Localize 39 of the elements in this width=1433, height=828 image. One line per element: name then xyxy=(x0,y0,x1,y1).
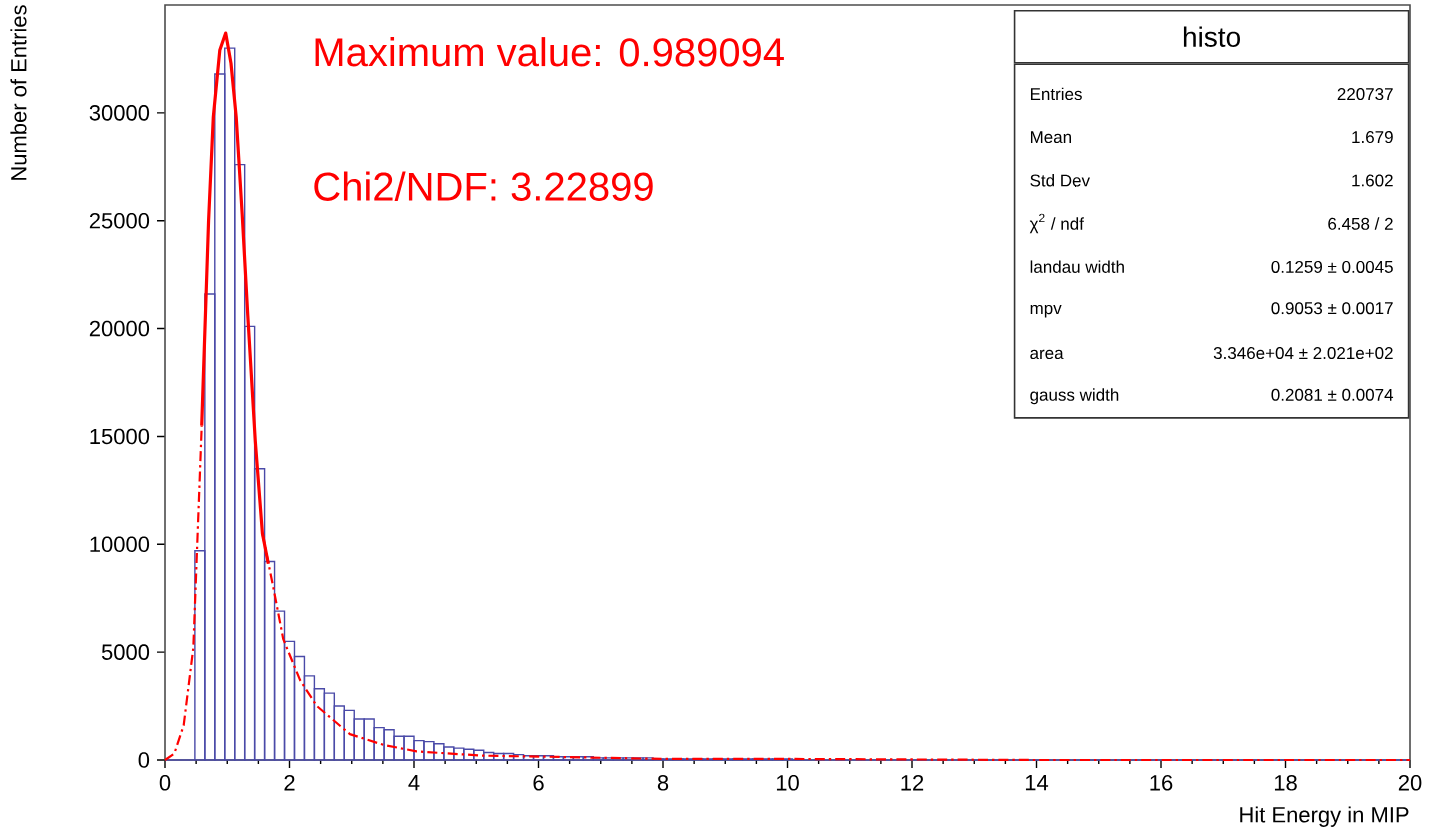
x-tick-label: 16 xyxy=(1150,775,1173,791)
annotation: 0.2081 ± 0.0074 xyxy=(1271,388,1394,401)
x-tick-label: 10 xyxy=(776,775,799,791)
annotation: Maximum value: 0.989094 xyxy=(315,37,784,67)
annotation: gauss width xyxy=(1030,388,1119,405)
annotation: landau width xyxy=(1030,260,1124,273)
y-tick-label: 5000 xyxy=(101,644,150,660)
annotation: Entries xyxy=(1030,87,1082,101)
y-tick-label: 30000 xyxy=(89,105,150,121)
annotation: 220737 xyxy=(1337,88,1393,101)
x-tick-label: 4 xyxy=(408,775,420,791)
y-tick-label: 15000 xyxy=(90,428,150,445)
x-axis-title: Hit Energy in MIP xyxy=(1240,806,1409,827)
annotation: 1.602 xyxy=(1352,174,1393,187)
annotation: histo xyxy=(1183,26,1240,47)
x-tick-label: 18 xyxy=(1274,775,1297,791)
annotation: Chi2/NDF: 3.22899 xyxy=(314,171,653,201)
annotation: 3.346e+04 ± 2.021e+02 xyxy=(1213,347,1393,360)
annotation: 0.1259 ± 0.0045 xyxy=(1271,260,1393,273)
x-tick-label: 6 xyxy=(533,775,544,791)
x-tick-label: 12 xyxy=(901,775,924,791)
x-tick-label: 8 xyxy=(657,775,669,791)
annotation: 0.9053 ± 0.0017 xyxy=(1271,302,1393,315)
y-axis-title: Number of Entries xyxy=(10,5,27,180)
x-tick-label: 20 xyxy=(1398,775,1422,791)
y-tick-label: 10000 xyxy=(90,536,150,553)
x-tick-label: 14 xyxy=(1025,775,1049,791)
annotation: area xyxy=(1030,349,1064,360)
annotation: mpv xyxy=(1030,304,1062,318)
y-tick-label: 25000 xyxy=(89,212,150,229)
annotation: 6.458 / 2 xyxy=(1328,217,1393,230)
annotation: 1.679 xyxy=(1352,131,1393,144)
x-tick-label: 2 xyxy=(284,775,295,791)
y-tick-label: 20000 xyxy=(89,320,150,337)
y-tick-label: 0 xyxy=(138,752,150,768)
annotation: Mean xyxy=(1030,131,1071,144)
x-tick-label: 0 xyxy=(159,775,171,791)
annotation: χ$^{2}$ / ndf xyxy=(1029,213,1084,234)
annotation: Std Dev xyxy=(1030,174,1090,187)
